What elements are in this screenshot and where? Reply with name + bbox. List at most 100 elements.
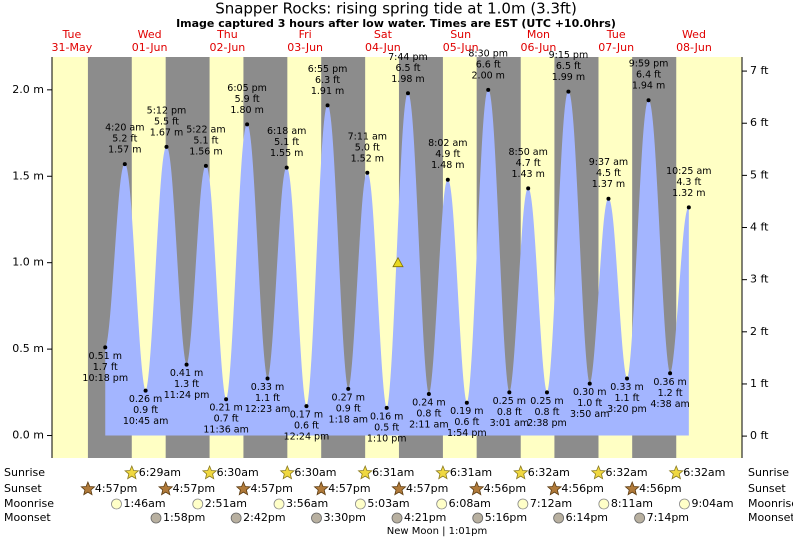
tide-label: 12:23 am [245,404,290,415]
extreme-point [686,205,691,210]
tide-label: 12:24 pm [284,432,330,443]
sunset-icon [546,480,563,496]
sunset-icon [468,480,485,496]
extreme-point [486,87,491,92]
day-weekday: Sun [450,28,471,41]
moonset-time: 6:14pm [566,511,608,524]
tide-label: 0.33 m [610,382,643,393]
row-label: Moonset [748,511,793,524]
tide-label: 1.48 m [431,160,464,171]
row-label: Sunset [4,482,42,495]
tide-label: 0.21 m [209,403,242,414]
y-tick-label: 0.5 m [12,342,44,355]
moonset-icon [391,512,403,524]
tide-label: 4.9 ft [435,149,460,160]
moonrise-icon [598,498,610,510]
sunset-icon [313,480,329,496]
sunset-icon [391,480,407,496]
tide-label: 5:12 pm [147,105,187,116]
tide-label: 9:37 am [589,157,628,168]
sunset-icon [157,480,174,496]
y2-tick-label: 2 ft [750,325,769,338]
sunset-time: 4:57pm [95,482,137,495]
sunrise-icon [279,464,296,480]
day-date: 02-Jun [210,41,246,54]
y-tick-label: 1.0 m [12,256,44,269]
moonset-icon [230,512,242,524]
tide-label: 3:50 am [570,409,609,420]
tide-label: 0.9 ft [336,403,361,414]
moonrise-icon [111,498,122,510]
sunrise-time: 6:32am [683,466,725,479]
tide-label: 0.51 m [89,351,122,362]
tide-label: 6.3 ft [315,75,340,86]
chart-title: Snapper Rocks: rising spring tide at 1.0… [215,0,577,18]
sunset-time: 4:56pm [484,482,526,495]
sunrise-time: 6:30am [294,466,336,479]
sunset-icon [624,480,640,496]
day-date: 05-Jun [443,41,479,54]
tide-label: 10:25 am [666,166,711,177]
row-label: Moonrise [4,497,54,510]
tide-label: 0.25 m [530,396,563,407]
current-level-marker [392,256,404,268]
row-label: Moonset [4,511,51,524]
sunrise-icon [201,464,218,480]
row-label: Sunrise [4,466,45,479]
day-date: 07-Jun [598,41,634,54]
moonset-time: 2:42pm [243,511,285,524]
tide-label: 0.17 m [290,410,323,421]
day-date: 06-Jun [521,41,557,54]
moonrise-time: 3:56am [286,497,328,510]
moonrise-time: 6:08am [449,497,491,510]
extreme-point [265,376,270,381]
y2-tick-label: 7 ft [750,64,769,77]
tide-label: 0.26 m [129,394,162,405]
tide-label: 6.4 ft [636,70,661,81]
tide-label: 1.7 ft [93,362,118,373]
extreme-point [587,381,592,386]
day-weekday: Fri [299,28,312,41]
tide-label: 6:18 am [267,126,306,137]
chart-subtitle: Image captured 3 hours after low water. … [176,17,616,30]
y-tick-label: 1.5 m [12,169,44,182]
tide-label: 4:20 am [105,123,144,134]
tide-label: 5.1 ft [274,137,299,148]
tide-label: 0.30 m [573,387,606,398]
tide-label: 0.24 m [412,398,445,409]
tide-label: 0.16 m [370,411,403,422]
moonset-time: 4:21pm [404,511,446,524]
tide-label: 7:11 am [348,131,387,142]
tide-label: 1:10 pm [367,433,407,444]
moonrise-icon [517,498,529,510]
tide-label: 10:45 am [123,416,168,427]
tide-label: 4.7 ft [516,158,541,169]
tide-label: 0.6 ft [454,417,479,428]
moon-phase: New Moon | 1:01pm [387,526,487,537]
tide-label: 1.56 m [189,146,222,157]
moonrise-icon [273,498,285,510]
extreme-point [426,392,431,397]
sunrise-icon [590,464,607,480]
moonrise-time: 8:11am [611,497,653,510]
tide-label: 6.6 ft [476,59,501,70]
tide-label: 6:55 pm [308,64,348,75]
day-weekday: Thu [216,28,238,41]
moonrise-icon [679,498,690,510]
moonset-time: 5:16pm [485,511,527,524]
tide-label: 0.8 ft [416,409,441,420]
moonrise-time: 2:51am [205,497,247,510]
moonset-icon [553,512,565,524]
extreme-point [544,390,549,395]
y2-tick-label: 5 ft [750,168,769,181]
tide-label: 0.19 m [450,406,483,417]
tide-label: 1.43 m [511,169,544,180]
moonset-time: 3:30pm [324,511,366,524]
tide-label: 5.2 ft [112,134,137,145]
y-tick-label: 0.0 m [12,429,44,442]
day-date: 03-Jun [287,41,323,54]
extreme-point [203,163,208,168]
row-label: Sunrise [748,466,789,479]
sunrise-icon [124,464,140,480]
